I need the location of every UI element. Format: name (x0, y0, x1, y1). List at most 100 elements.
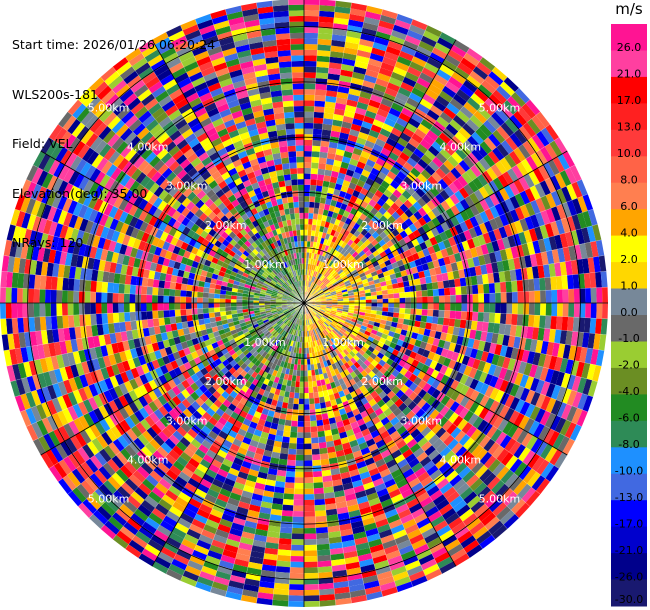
radar-gate (304, 145, 312, 151)
radar-gate (51, 303, 57, 316)
radar-gate (192, 285, 198, 291)
radar-gate (153, 318, 160, 327)
radar-gate (411, 303, 417, 309)
radar-gate (304, 522, 316, 528)
radar-gate (483, 312, 489, 322)
radar-gate (304, 556, 318, 562)
radar-gate (416, 309, 422, 316)
radar-gate (304, 61, 317, 67)
radar-gate (289, 437, 297, 443)
radar-gate (433, 289, 439, 296)
radar-gate (551, 290, 557, 303)
radar-gate (304, 162, 311, 168)
radar-gate (383, 303, 389, 307)
radar-gate (45, 289, 51, 303)
radar-gate (62, 278, 69, 291)
radar-gate (433, 310, 439, 317)
radar-gate (90, 314, 96, 326)
radar-gate (315, 89, 327, 95)
radar-gate (288, 454, 297, 460)
radar-gate (304, 567, 318, 573)
radar-gate (280, 448, 289, 455)
radar-gate (277, 555, 291, 562)
radar-gate (382, 294, 388, 299)
radar-gate (404, 286, 410, 292)
radar-gate (198, 314, 204, 320)
radar-gate (51, 290, 57, 303)
radar-gate (517, 314, 524, 326)
radar-gate (290, 556, 304, 562)
radar-gate (282, 505, 293, 511)
radar-gate (426, 283, 433, 290)
radar-gate (394, 303, 400, 308)
radar-gate (57, 316, 64, 329)
radar-gate (197, 297, 203, 303)
radar-gate (294, 489, 304, 495)
radar-gate (304, 359, 307, 365)
radar-gate (79, 280, 86, 292)
radar-gate (298, 410, 304, 416)
radar-gate (591, 303, 597, 318)
radar-gate (316, 521, 328, 528)
radar-gate (311, 157, 319, 163)
radar-gate (317, 555, 331, 562)
radar-gate (300, 376, 304, 382)
radar-gate (304, 67, 316, 73)
radar-gate (242, 300, 248, 303)
radar-gate (304, 505, 315, 511)
radar-gate (220, 307, 226, 312)
radar-gate (483, 284, 489, 294)
radar-gate (318, 169, 326, 176)
radar-gate (512, 303, 518, 314)
radar-gate (311, 437, 319, 443)
radar-gate (308, 376, 312, 382)
radar-gate (141, 286, 147, 295)
radar-gate (90, 292, 96, 303)
radar-gate (158, 303, 164, 311)
radar-gate (90, 303, 96, 314)
radar-gate (214, 294, 220, 299)
radar-gate (169, 289, 175, 296)
radar-gate (506, 303, 512, 314)
radar-gate (443, 318, 450, 326)
radar-gate (372, 303, 378, 307)
radar-gate (405, 297, 411, 303)
radar-gate (6, 287, 12, 303)
radar-gate (96, 281, 102, 292)
radar-gate (169, 303, 175, 310)
radar-gate (0, 287, 6, 303)
radar-gate (319, 11, 335, 18)
radar-gate (461, 286, 467, 295)
radar-gate (0, 303, 6, 319)
radar-gate (287, 403, 293, 409)
radar-gate (214, 298, 220, 303)
radar-gate (28, 289, 34, 303)
radar-gate (68, 315, 75, 328)
radar-gate (304, 483, 314, 489)
radar-gate (107, 293, 113, 303)
radar-gate (296, 460, 305, 466)
radar-gate (539, 278, 546, 291)
radar-gate (56, 290, 62, 303)
radar-gate (313, 118, 323, 124)
radar-gate (304, 83, 316, 89)
radar-gate (450, 295, 456, 303)
radar-gate (315, 197, 321, 203)
radar-gate (17, 273, 24, 288)
radar-gate (478, 312, 484, 322)
radar-gate (472, 285, 478, 294)
radar-gate (304, 573, 318, 579)
radar-gate (310, 185, 317, 191)
radar-gate (456, 303, 462, 311)
radar-gate (124, 312, 130, 322)
radar-gate (214, 307, 220, 312)
radar-gate (410, 285, 416, 291)
radar-gate (304, 415, 310, 421)
radar-gate (74, 279, 81, 291)
radar-gate (208, 303, 214, 308)
radar-gate (39, 289, 45, 303)
radar-gate (130, 294, 136, 303)
radar-gate (146, 295, 152, 303)
radar-gate (225, 299, 231, 303)
radar-gate (422, 309, 428, 316)
